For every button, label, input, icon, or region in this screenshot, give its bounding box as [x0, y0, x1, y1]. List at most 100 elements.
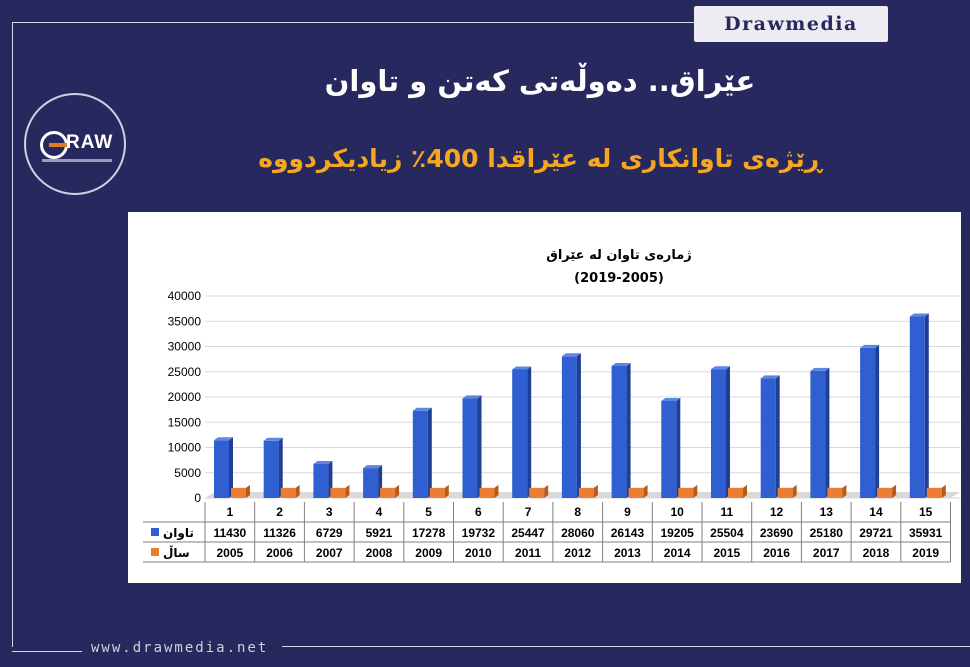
- headline-subtitle: ڕێژەی تاوانکاری لە عێراقدا 400٪ زیادیکرد…: [258, 144, 822, 173]
- y-tick-label: 30000: [168, 340, 202, 354]
- draw-logo: RAW: [24, 93, 126, 195]
- x-category-label: 5: [425, 505, 432, 519]
- y-tick-label: 0: [194, 491, 201, 505]
- bar-series-1: [263, 440, 279, 498]
- bar-series-2-side: [295, 484, 300, 498]
- chart-panel: ژمارەی تاوان لە عێراق (2019-2005) 0 5000 100…: [128, 212, 961, 583]
- bar-series-2-side: [544, 484, 549, 498]
- chart-subtitle: (2019-2005): [574, 271, 664, 286]
- bar-series-1-top: [711, 366, 730, 370]
- table-value-series-1: 6729: [316, 526, 343, 540]
- bar-series-2-side: [892, 484, 897, 498]
- bar-series-1-side: [825, 367, 830, 498]
- table-value-series-2: 2005: [216, 546, 243, 560]
- bar-series-2: [728, 487, 743, 498]
- table-value-series-2: 2009: [415, 546, 442, 560]
- table-value-series-2: 2010: [465, 546, 492, 560]
- table-value-series-1: 35931: [909, 526, 943, 540]
- bar-series-1: [909, 316, 925, 498]
- table-value-series-1: 19732: [462, 526, 496, 540]
- y-tick-label: 40000: [168, 289, 202, 303]
- x-category-label: 14: [869, 505, 883, 519]
- x-category-label: 15: [919, 505, 933, 519]
- bar-series-1-top: [611, 362, 631, 366]
- y-tick-label: 5000: [174, 466, 201, 480]
- y-tick-label: 25000: [168, 365, 202, 379]
- chart-title: ژمارەی تاوان لە عێراق: [546, 248, 692, 263]
- bar-series-1-side: [427, 407, 432, 498]
- bar-series-2: [926, 487, 942, 498]
- bar-series-1-side: [477, 395, 482, 498]
- table-value-series-2: 2017: [813, 546, 840, 560]
- table-value-series-2: 2006: [266, 546, 293, 560]
- table-value-series-1: 25447: [511, 526, 545, 540]
- bar-series-1-top: [214, 437, 233, 441]
- bar-series-1-top: [860, 344, 880, 348]
- table-value-series-2: 2018: [863, 546, 890, 560]
- x-category-label: 8: [574, 505, 581, 519]
- bar-series-1-top: [462, 395, 482, 399]
- bar-chart: ژمارەی تاوان لە عێراق (2019-2005) 0 5000 100…: [143, 248, 961, 563]
- bar-series-1: [661, 401, 677, 498]
- bar-series-2-side: [792, 484, 797, 498]
- logo-text: RAW: [66, 132, 114, 153]
- bar-series-1: [412, 410, 428, 498]
- bar-series-2: [877, 487, 893, 498]
- footer-line: [12, 651, 82, 652]
- bar-series-1-side: [775, 375, 780, 498]
- bar-series-2-side: [743, 484, 747, 498]
- bar-series-1: [214, 440, 229, 498]
- bar-series-1: [313, 464, 329, 498]
- table-value-series-1: 25504: [710, 526, 744, 540]
- brand-header: Drawmedia: [694, 6, 888, 42]
- x-category-label: 1: [227, 505, 234, 519]
- x-category-label: 3: [326, 505, 333, 519]
- table-value-series-1: 29721: [859, 526, 893, 540]
- table-value-series-1: 19205: [660, 526, 694, 540]
- frame-line-bottom: [282, 646, 970, 647]
- bar-series-1-top: [412, 407, 432, 411]
- frame-line-left: [12, 22, 13, 647]
- y-tick-label: 15000: [168, 415, 202, 429]
- bar-series-1-side: [278, 437, 283, 498]
- bar-series-2-side: [593, 484, 598, 498]
- table-value-series-1: 11430: [213, 526, 246, 540]
- table-value-series-1: 11326: [263, 526, 296, 540]
- table-value-series-2: 2011: [515, 546, 541, 560]
- bar-series-2: [380, 487, 396, 498]
- table-value-series-1: 23690: [760, 526, 794, 540]
- y-tick-label: 20000: [168, 390, 202, 404]
- legend-label-series-2: ساڵ: [163, 545, 190, 560]
- bar-series-1-side: [527, 366, 532, 498]
- bar-series-1-top: [909, 313, 929, 317]
- bar-series-1-side: [229, 437, 233, 498]
- bar-series-2: [578, 487, 594, 498]
- table-value-series-1: 28060: [561, 526, 595, 540]
- bar-series-1: [810, 370, 826, 498]
- bar-series-2: [678, 487, 694, 498]
- bar-series-1-top: [363, 465, 383, 469]
- bar-series-1-side: [626, 362, 631, 498]
- bar-series-2: [479, 487, 495, 498]
- table-value-series-1: 26143: [611, 526, 645, 540]
- footer-url: www.drawmedia.net: [91, 640, 269, 656]
- table-value-series-2: 2013: [614, 546, 641, 560]
- bar-series-1-top: [561, 353, 581, 357]
- bar-series-1: [860, 347, 876, 498]
- table-value-series-2: 2019: [912, 546, 939, 560]
- bar-series-1-side: [875, 344, 880, 498]
- bar-series-2-side: [494, 484, 499, 498]
- x-category-label: 6: [475, 505, 482, 519]
- bar-series-2: [429, 487, 445, 498]
- x-category-label: 9: [624, 505, 631, 519]
- x-category-label: 10: [670, 505, 684, 519]
- bar-series-2: [827, 487, 843, 498]
- bar-series-1-top: [810, 367, 830, 371]
- x-category-label: 2: [276, 505, 283, 519]
- x-category-label: 4: [376, 505, 383, 519]
- legend-key-series-1: [151, 528, 159, 536]
- bar-series-2-side: [941, 484, 946, 498]
- table-value-series-2: 2014: [664, 546, 691, 560]
- table-value-series-1: 5921: [366, 526, 393, 540]
- bar-series-1-side: [676, 398, 681, 498]
